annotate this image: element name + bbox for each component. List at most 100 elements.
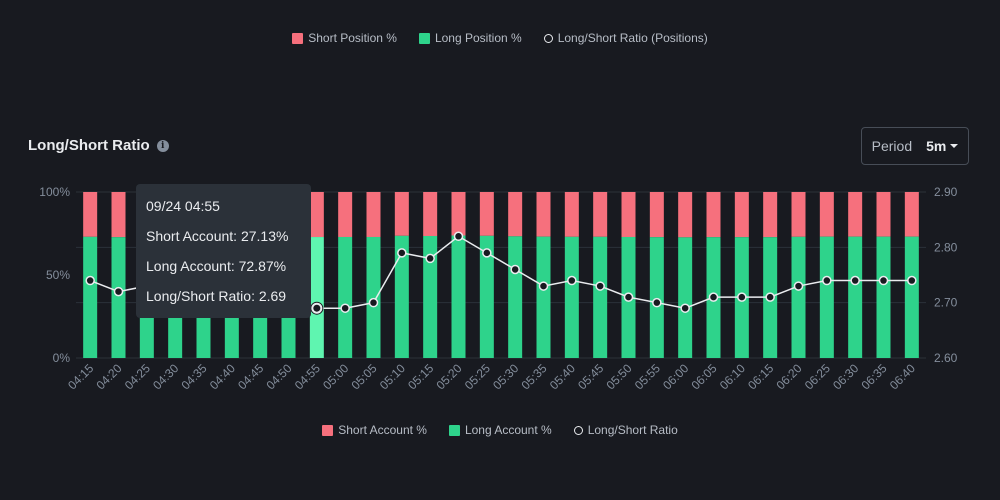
y-right-tick-label: 2.90 bbox=[934, 185, 958, 199]
short-bar bbox=[706, 192, 721, 238]
long-bar bbox=[338, 236, 353, 358]
legend-long-account[interactable]: Long Account % bbox=[448, 423, 552, 437]
legend-short-account[interactable]: Short Account % bbox=[322, 423, 427, 437]
period-selector[interactable]: Period 5m bbox=[861, 127, 969, 165]
ratio-point bbox=[538, 281, 549, 291]
long-bar bbox=[649, 237, 664, 358]
short-bar bbox=[649, 192, 664, 238]
y-left-tick-label: 0% bbox=[53, 351, 71, 365]
ratio-point bbox=[765, 292, 775, 302]
legend-short-position-label: Short Position % bbox=[308, 31, 397, 45]
short-bar bbox=[536, 192, 551, 237]
long-bar bbox=[451, 235, 466, 358]
x-tick-label: 04:45 bbox=[235, 361, 266, 392]
x-tick-label: 06:00 bbox=[660, 361, 691, 392]
short-bar bbox=[338, 192, 353, 237]
long-bar bbox=[876, 236, 891, 358]
x-tick-label: 04:35 bbox=[178, 361, 209, 392]
x-tick-label: 04:55 bbox=[292, 361, 323, 392]
short-bar bbox=[423, 192, 438, 236]
ratio-point bbox=[708, 292, 719, 302]
long-bar bbox=[819, 236, 834, 358]
long-bar bbox=[536, 236, 551, 358]
short-bar bbox=[763, 192, 778, 238]
x-tick-label: 06:20 bbox=[773, 361, 804, 392]
legend-long-position[interactable]: Long Position % bbox=[418, 31, 522, 45]
long-position-swatch bbox=[418, 32, 430, 44]
long-bar bbox=[83, 236, 98, 358]
short-bar bbox=[621, 192, 636, 237]
tooltip-time: 09/24 04:55 bbox=[146, 198, 220, 214]
short-bar bbox=[876, 192, 891, 237]
x-tick-label: 05:55 bbox=[632, 361, 663, 392]
legend-top: Short Position % Long Position % Long/Sh… bbox=[0, 31, 1000, 45]
ratio-marker-icon bbox=[573, 425, 583, 435]
ratio-point bbox=[793, 281, 804, 291]
ratio-point bbox=[453, 231, 464, 242]
x-tick-label: 06:10 bbox=[717, 361, 748, 392]
legend-ratio[interactable]: Long/Short Ratio bbox=[573, 423, 678, 437]
ratio-point bbox=[340, 303, 350, 313]
chart-header: Long/Short Ratio i bbox=[28, 137, 169, 154]
x-tick-label: 06:05 bbox=[688, 361, 719, 392]
x-tick-label: 05:00 bbox=[320, 361, 351, 392]
short-bar bbox=[83, 192, 98, 237]
legend-short-position[interactable]: Short Position % bbox=[292, 31, 397, 45]
y-right-tick-label: 2.70 bbox=[934, 296, 958, 310]
long-bar bbox=[904, 236, 919, 358]
short-bar bbox=[564, 192, 579, 237]
x-tick-label: 05:15 bbox=[405, 361, 436, 392]
short-bar bbox=[848, 192, 863, 237]
x-tick-label: 05:40 bbox=[547, 361, 578, 392]
legend-ratio-label: Long/Short Ratio bbox=[587, 423, 678, 437]
ratio-point bbox=[425, 253, 435, 264]
short-bar bbox=[309, 192, 324, 238]
x-tick-label: 06:30 bbox=[830, 361, 861, 392]
ratio-point bbox=[510, 264, 520, 275]
long-bar bbox=[111, 237, 126, 358]
y-right-tick-label: 2.60 bbox=[934, 351, 958, 365]
short-bar bbox=[734, 192, 749, 238]
short-bar bbox=[819, 192, 834, 237]
ratio-point bbox=[850, 275, 860, 286]
ratio-point bbox=[737, 292, 747, 302]
legend-short-account-label: Short Account % bbox=[338, 423, 427, 437]
chart-tooltip: 09/24 04:55 Short Account: 27.13% Long A… bbox=[136, 184, 311, 318]
long-bar bbox=[848, 236, 863, 358]
ratio-point bbox=[680, 303, 690, 313]
x-tick-label: 04:40 bbox=[207, 361, 238, 392]
legend-ratio-positions[interactable]: Long/Short Ratio (Positions) bbox=[543, 31, 708, 45]
x-tick-label: 05:50 bbox=[603, 361, 634, 392]
y-right-tick-label: 2.80 bbox=[934, 240, 958, 254]
x-tick-label: 05:45 bbox=[575, 361, 606, 392]
long-bar bbox=[479, 235, 494, 358]
long-bar bbox=[309, 237, 324, 358]
x-tick-label: 05:30 bbox=[490, 361, 521, 392]
legend-long-account-label: Long Account % bbox=[464, 423, 552, 437]
long-bar bbox=[394, 235, 409, 358]
ratio-point bbox=[878, 275, 889, 286]
long-bar bbox=[508, 236, 523, 358]
long-bar bbox=[593, 236, 608, 358]
legend-ratio-positions-label: Long/Short Ratio (Positions) bbox=[557, 31, 708, 45]
x-tick-label: 04:50 bbox=[263, 361, 294, 392]
ratio-point bbox=[113, 286, 124, 297]
x-tick-label: 04:25 bbox=[122, 361, 153, 392]
x-tick-label: 05:20 bbox=[433, 361, 464, 392]
long-bar bbox=[366, 236, 381, 358]
short-bar bbox=[394, 192, 409, 236]
long-bar bbox=[564, 236, 579, 358]
ratio-point bbox=[907, 275, 917, 286]
x-tick-label: 04:30 bbox=[150, 361, 181, 392]
short-bar bbox=[678, 192, 693, 238]
y-left-tick-label: 100% bbox=[39, 185, 70, 199]
short-bar bbox=[593, 192, 608, 237]
ratio-point bbox=[595, 281, 605, 291]
x-tick-label: 04:15 bbox=[65, 361, 96, 392]
info-icon[interactable]: i bbox=[156, 139, 169, 152]
short-bar bbox=[904, 192, 919, 237]
chart-title: Long/Short Ratio bbox=[28, 137, 150, 154]
ratio-point bbox=[482, 248, 492, 258]
x-tick-label: 06:15 bbox=[745, 361, 776, 392]
